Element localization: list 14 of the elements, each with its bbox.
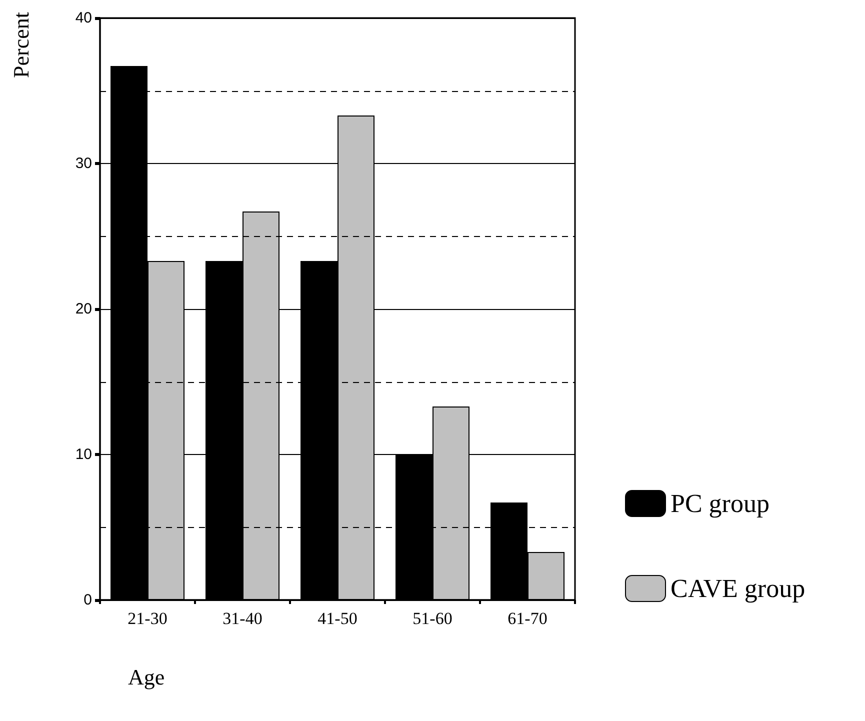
x-tick-label: 31-40 [222, 609, 262, 628]
y-tick-label: 40 [75, 10, 92, 26]
x-tick-label: 61-70 [508, 609, 548, 628]
x-tick-label: 51-60 [412, 609, 452, 628]
y-tick-label: 0 [84, 592, 92, 608]
x-axis-title: Age [128, 664, 165, 690]
y-tick-label: 10 [75, 446, 92, 463]
y-tick-label: 30 [75, 155, 92, 172]
y-axis-title: Percent [8, 12, 34, 78]
x-tick-label: 21-30 [128, 609, 168, 628]
legend-label: PC group [670, 489, 770, 518]
y-tick-label: 20 [75, 300, 92, 318]
x-tick-label: 41-50 [318, 609, 358, 628]
legend-label: CAVE group [670, 574, 806, 603]
